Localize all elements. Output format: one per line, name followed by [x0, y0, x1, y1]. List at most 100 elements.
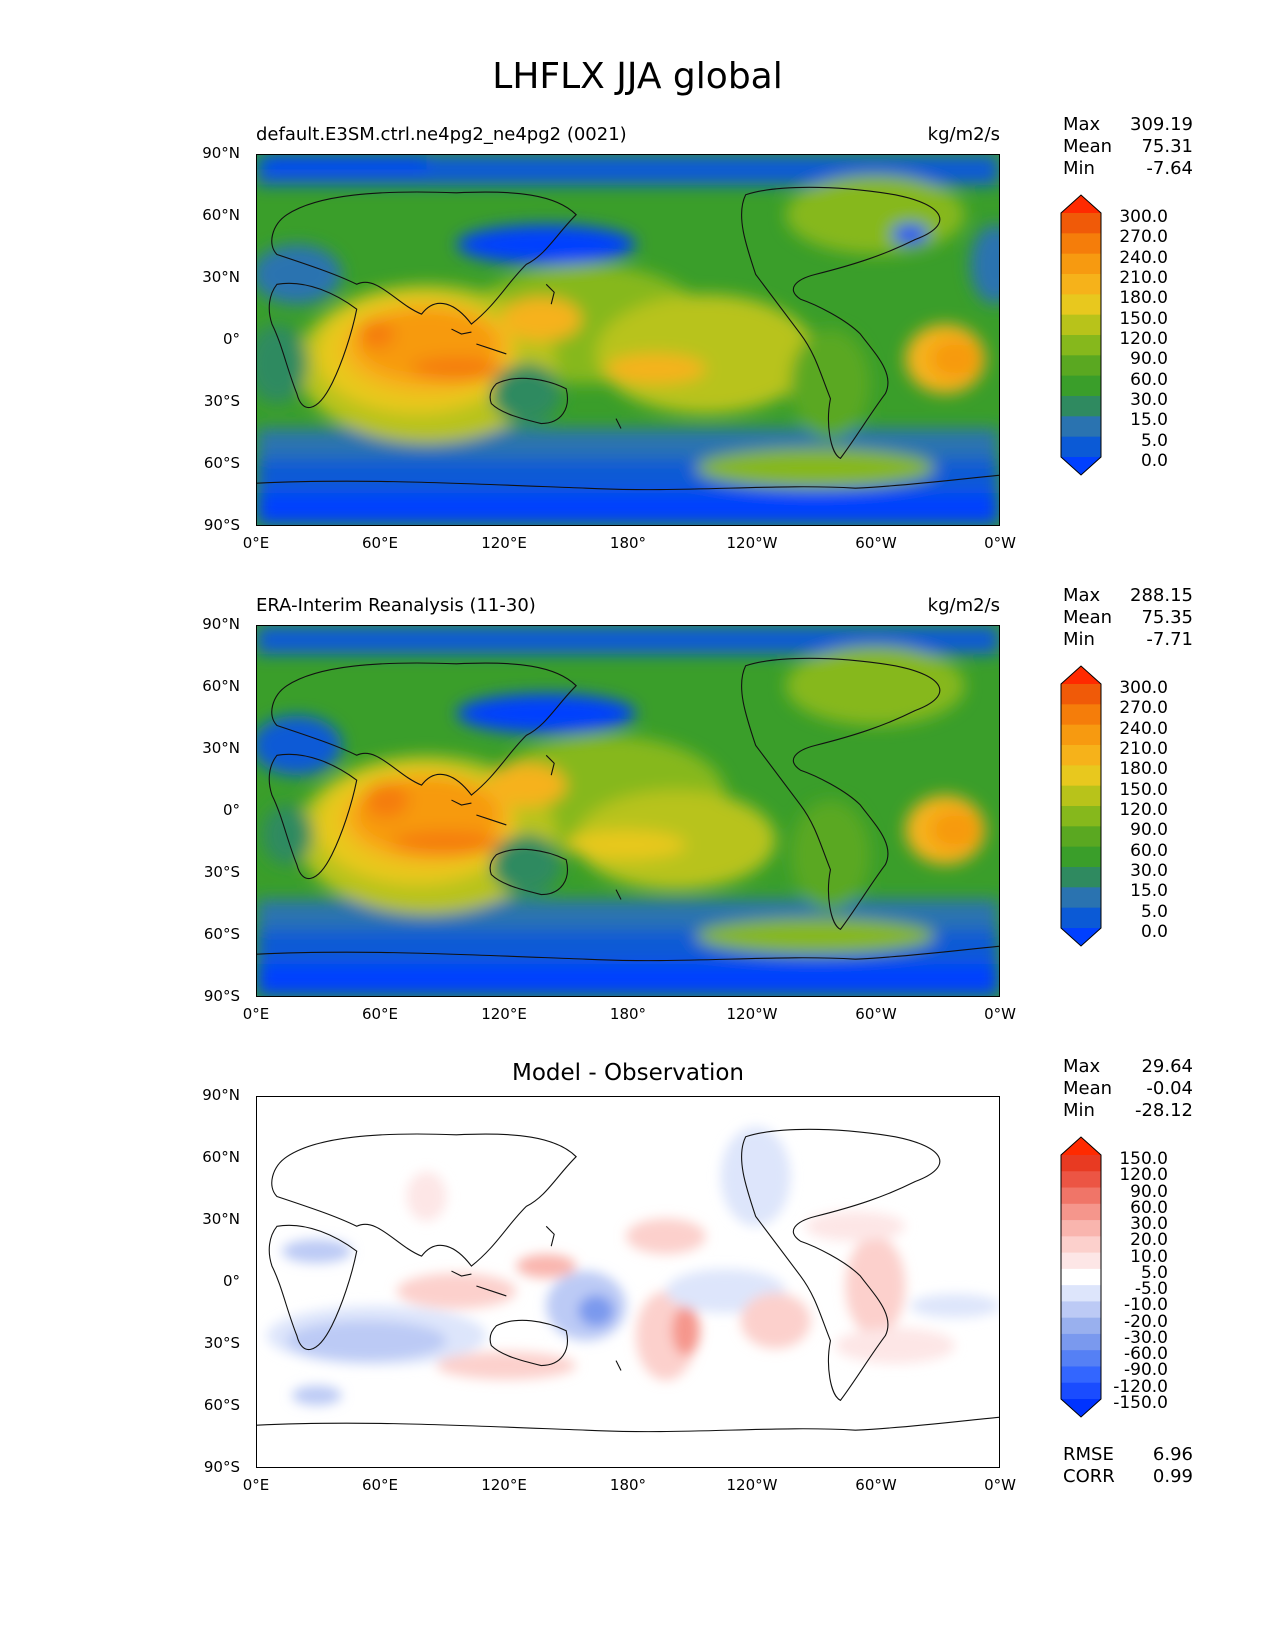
- colorbar-level-label: 240.0: [1119, 247, 1168, 268]
- panel-model-units: kg/m2/s: [927, 124, 1000, 145]
- panel-obs-title: ERA-Interim Reanalysis (11-30): [256, 595, 536, 616]
- colorbar-level-label: 270.0: [1119, 227, 1168, 248]
- colorbar-segment: [1061, 1366, 1101, 1384]
- colorbar-svg: [1060, 194, 1102, 476]
- colorbar-level-label: 210.0: [1119, 268, 1168, 288]
- stat-label: Mean: [1063, 136, 1113, 157]
- stat-value: -7.64: [1146, 158, 1193, 179]
- stat-value: -7.71: [1146, 629, 1193, 650]
- colorbar-segment: [1061, 1268, 1101, 1286]
- colorbar-extend-max: [1061, 666, 1101, 684]
- x-tick-label: 180°: [609, 1005, 647, 1023]
- colorbar-level-label: 90.0: [1130, 349, 1168, 370]
- y-tick-label: 0°: [222, 330, 240, 348]
- colorbar-segment: [1061, 274, 1101, 295]
- colorbar-extend-min: [1061, 928, 1101, 946]
- colorbar-svg: [1060, 1136, 1102, 1418]
- colorbar-segment: [1061, 765, 1101, 787]
- metric-value: 6.96: [1152, 1444, 1193, 1465]
- x-tick-label: 180°: [609, 534, 647, 552]
- colorbar-level-label: 90.0: [1130, 1181, 1168, 1202]
- colorbar-segment: [1061, 1155, 1101, 1172]
- stats-observation: Max 288.15 Mean 75.35 Min -7.71: [1063, 585, 1193, 651]
- colorbar-segment: [1061, 806, 1101, 827]
- y-tick-label: 90°S: [203, 987, 240, 1005]
- colorbar-level-label: -5.0: [1134, 1279, 1168, 1300]
- colorbar-segment: [1061, 1350, 1101, 1367]
- map-model: [256, 154, 1000, 526]
- colorbar-outline: [1060, 1136, 1102, 1418]
- stats-difference: Max 29.64 Mean -0.04 Min -28.12: [1063, 1056, 1193, 1122]
- colorbar-level-label: 0.0: [1140, 922, 1168, 942]
- colorbar-level-label: -20.0: [1124, 1311, 1168, 1332]
- x-tick-label: 60°E: [361, 1476, 399, 1494]
- colorbar-level-label: 30.0: [1130, 1214, 1168, 1235]
- colorbar-outline: [1060, 194, 1102, 476]
- y-tick-label: 60°S: [203, 925, 240, 943]
- panel-observation: ERA-Interim Reanalysis (11-30) kg/m2/s: [0, 585, 1275, 1055]
- metric-label: CORR: [1063, 1466, 1115, 1487]
- panel-obs-units: kg/m2/s: [927, 595, 1000, 616]
- stat-value: 309.19: [1130, 114, 1193, 135]
- colorbar-level-label: 150.0: [1119, 779, 1168, 800]
- stat-value: 75.31: [1141, 136, 1193, 157]
- figure-title: LHFLX JJA global: [492, 56, 783, 97]
- colorbar-level-label: 240.0: [1119, 718, 1168, 739]
- stat-value: 288.15: [1130, 585, 1193, 606]
- colorbar-level-label: 5.0: [1140, 1262, 1168, 1283]
- colorbar-segment: [1061, 724, 1101, 746]
- colorbar-segment: [1061, 704, 1101, 726]
- x-tick-label: 0°E: [242, 1005, 270, 1023]
- x-tick-label: 120°W: [726, 1476, 778, 1494]
- x-tick-label: 0°W: [984, 534, 1016, 552]
- x-tick-label: 120°E: [481, 534, 527, 552]
- colorbar-segment: [1061, 1236, 1101, 1254]
- colorbar-segment: [1061, 375, 1101, 397]
- colorbar-level-label: -30.0: [1124, 1327, 1168, 1348]
- colorbar-extend-min: [1061, 1399, 1101, 1417]
- colorbar-segment: [1061, 1285, 1101, 1302]
- colorbar-level-label: 150.0: [1119, 1149, 1168, 1169]
- stat-label: Max: [1063, 1056, 1101, 1077]
- colorbar-level-label: 60.0: [1130, 1197, 1168, 1218]
- x-tick-label: 0°W: [984, 1476, 1016, 1494]
- x-tick-label: 0°E: [242, 1476, 270, 1494]
- metric-label: RMSE: [1063, 1444, 1114, 1465]
- y-tick-label: 90°S: [203, 1458, 240, 1476]
- colorbar-segment: [1061, 745, 1101, 766]
- map-observation: [256, 625, 1000, 997]
- colorbar-level-label: 180.0: [1119, 288, 1168, 309]
- colorbar-level-label: 120.0: [1119, 800, 1168, 820]
- colorbar-segment: [1061, 1333, 1101, 1351]
- colorbar-segment: [1061, 887, 1101, 909]
- colorbar-level-label: 5.0: [1140, 901, 1168, 922]
- colorbar-level-label: -10.0: [1124, 1295, 1168, 1316]
- colorbar-segment: [1061, 846, 1101, 868]
- stat-label: Mean: [1063, 607, 1113, 628]
- colorbar-observation: [1060, 665, 1110, 947]
- colorbar-level-label: 15.0: [1130, 881, 1168, 902]
- colorbar-level-label: 30.0: [1130, 390, 1168, 410]
- stat-label: Min: [1063, 629, 1095, 650]
- colorbar-level-label: 120.0: [1119, 329, 1168, 349]
- colorbar-level-label: 120.0: [1119, 1165, 1168, 1186]
- map-difference: [256, 1096, 1000, 1468]
- colorbar-level-label: 10.0: [1130, 1246, 1168, 1267]
- y-tick-label: 30°S: [203, 1334, 240, 1352]
- stat-label: Min: [1063, 1100, 1095, 1121]
- y-tick-label: 30°S: [203, 392, 240, 410]
- colorbar-extend-max: [1061, 1137, 1101, 1155]
- colorbar-segment: [1061, 294, 1101, 316]
- colorbar-level-label: -90.0: [1124, 1360, 1168, 1381]
- colorbar-level-label: 300.0: [1119, 678, 1168, 698]
- colorbar-level-label: 0.0: [1140, 451, 1168, 471]
- y-tick-label: 30°N: [202, 1210, 240, 1228]
- colorbar-level-label: -120.0: [1113, 1376, 1168, 1397]
- stat-value: -0.04: [1146, 1078, 1193, 1099]
- colorbar-model: [1060, 194, 1110, 476]
- stat-label: Min: [1063, 158, 1095, 179]
- colorbar-segment: [1061, 213, 1101, 234]
- stat-value: 29.64: [1141, 1056, 1193, 1077]
- colorbar-segment: [1061, 1203, 1101, 1221]
- metrics-difference: RMSE 6.96 CORR 0.99: [1063, 1444, 1193, 1488]
